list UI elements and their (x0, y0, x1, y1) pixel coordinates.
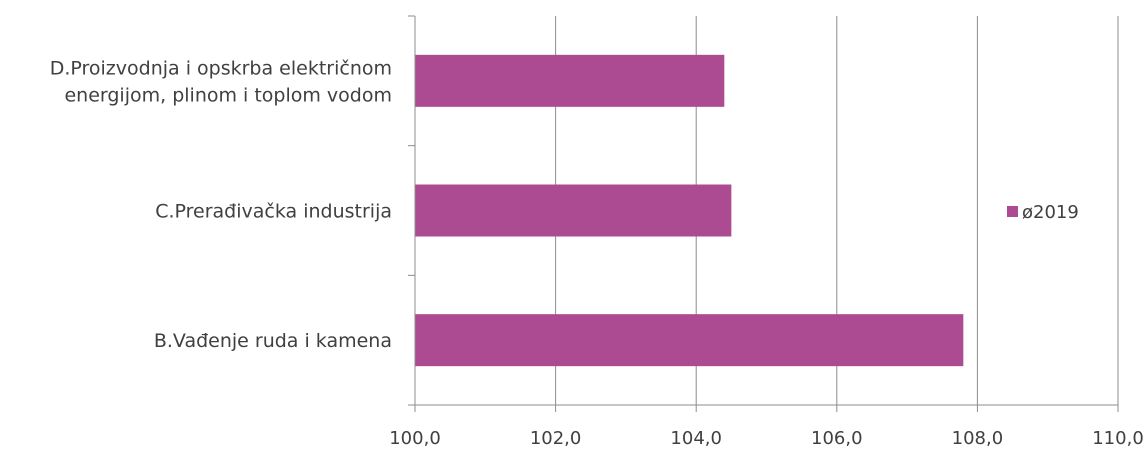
bar (415, 184, 732, 237)
bar (415, 314, 964, 367)
category-label: C.Prerađivačka industrija (155, 201, 392, 223)
x-ticks: 100,0 102,0 104,0 106,0 108,0 110,0 (389, 428, 1144, 449)
axes (414, 16, 1118, 406)
bars (408, 15, 964, 406)
legend-label: ø2019 (1022, 202, 1079, 223)
legend-swatch (1007, 206, 1018, 217)
legend: ø2019 (1007, 202, 1079, 223)
x-tick-label: 108,0 (952, 428, 1004, 449)
category-label: D.Proizvodnja i opskrba električnom (50, 57, 392, 79)
x-tick-label: 110,0 (1092, 428, 1144, 449)
category-label: energijom, plinom i toplom vodom (64, 84, 392, 106)
x-tick-label: 106,0 (811, 428, 863, 449)
category-labels: D.Proizvodnja i opskrba električnom energ… (50, 57, 392, 352)
x-tick-label: 104,0 (670, 428, 722, 449)
x-tick-label: 100,0 (389, 428, 441, 449)
category-label: B.Vađenje ruda i kamena (154, 330, 392, 352)
x-tick-label: 102,0 (530, 428, 582, 449)
bar (415, 54, 725, 107)
